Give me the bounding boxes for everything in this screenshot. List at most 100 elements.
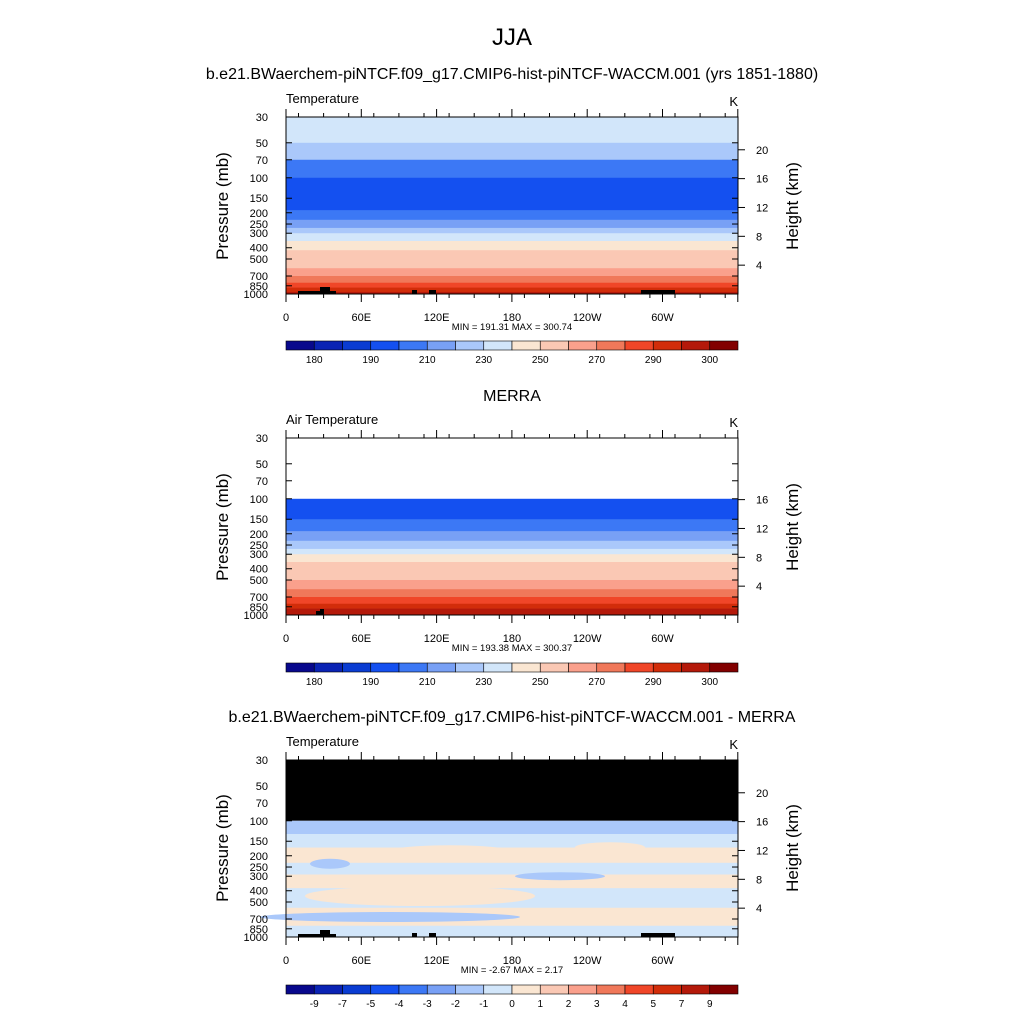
- terrain-mask: [429, 290, 436, 294]
- colorbar-swatch: [285, 984, 315, 995]
- colorbar-label: 230: [475, 677, 492, 688]
- height-tick-label: 16: [756, 174, 768, 186]
- y-tick-label: 1000: [244, 932, 268, 944]
- colorbar-label: 3: [594, 999, 600, 1010]
- y-tick-label: 500: [250, 897, 268, 909]
- colorbar-swatch: [483, 984, 513, 995]
- colorbar-swatch: [285, 340, 315, 351]
- colorbar-swatch: [568, 340, 598, 351]
- contour-band: [286, 925, 738, 938]
- contour-band: [286, 874, 738, 889]
- panel-model-plot: 3050701001502002503004005007008501000481…: [244, 109, 768, 324]
- colorbar-swatch: [568, 662, 598, 673]
- contour-blob: [515, 872, 605, 881]
- panel-obs: MERRA Air Temperature K 3050701001502002…: [213, 388, 802, 688]
- x-tick-label: 60E: [352, 633, 372, 645]
- colorbar-label: -3: [423, 999, 432, 1010]
- colorbar-label: 4: [622, 999, 628, 1010]
- colorbar-swatch: [342, 662, 372, 673]
- colorbar-swatch: [398, 662, 428, 673]
- panel-model-stats: MIN = 191.31 MAX = 300.74: [452, 322, 572, 333]
- colorbar-swatch: [455, 984, 485, 995]
- y-tick-label: 400: [250, 564, 268, 576]
- colorbar-swatch: [511, 662, 541, 673]
- height-tick-label: 8: [756, 231, 762, 243]
- colorbar-label: -4: [395, 999, 404, 1010]
- panel-model-units: K: [729, 94, 738, 109]
- missing-data-region: [286, 760, 738, 821]
- contour-band: [286, 580, 738, 590]
- contour-band: [286, 259, 738, 269]
- contour-band: [286, 117, 738, 144]
- colorbar-label: 2: [566, 999, 572, 1010]
- colorbar-label: -1: [479, 999, 488, 1010]
- colorbar-swatch: [624, 340, 654, 351]
- colorbar-swatch: [681, 984, 711, 995]
- y-tick-label: 100: [250, 494, 268, 506]
- colorbar-swatch: [313, 340, 343, 351]
- colorbar-swatch: [652, 662, 682, 673]
- height-tick-label: 20: [756, 788, 768, 800]
- colorbar-label: 180: [306, 677, 323, 688]
- y-tick-label: 250: [250, 540, 268, 552]
- colorbar-swatch: [511, 984, 541, 995]
- contour-band: [286, 210, 738, 221]
- contour-band: [286, 571, 738, 581]
- colorbar-label: 1: [537, 999, 543, 1010]
- contour-band: [286, 142, 738, 161]
- panel-obs-colorbar: 180 190 210 230 250 270 290 300: [285, 662, 739, 688]
- y-tick-label: 150: [250, 836, 268, 848]
- x-tick-label: 60W: [651, 312, 674, 324]
- contour-band: [286, 227, 738, 234]
- colorbar-swatch: [709, 984, 739, 995]
- colorbar-swatch: [652, 340, 682, 351]
- colorbar-label: 230: [475, 355, 492, 366]
- colorbar-swatch: [370, 984, 400, 995]
- height-tick-label: 4: [756, 903, 762, 915]
- terrain-mask: [429, 933, 436, 937]
- terrain-mask: [320, 609, 324, 615]
- height-tick-label: 12: [756, 202, 768, 214]
- colorbar-swatch: [539, 340, 569, 351]
- y-tick-label: 700: [250, 271, 268, 283]
- contour-band: [286, 847, 738, 864]
- x-tick-label: 60W: [651, 633, 674, 645]
- x-tick-label: 0: [283, 312, 289, 324]
- colorbar-swatch: [652, 984, 682, 995]
- terrain-mask: [412, 933, 417, 937]
- colorbar-label: -5: [366, 999, 375, 1010]
- contour-band: [286, 241, 738, 251]
- x-tick-label: 120E: [424, 633, 450, 645]
- colorbar-swatch: [342, 984, 372, 995]
- panel-diff-stats: MIN = -2.67 MAX = 2.17: [461, 965, 563, 976]
- y-tick-label: 70: [256, 476, 268, 488]
- x-tick-label: 60W: [651, 955, 674, 967]
- panel-model: b.e21.BWaerchem-piNTCF.f09_g17.CMIP6-his…: [206, 66, 818, 366]
- y-tick-label: 200: [250, 529, 268, 541]
- colorbar-swatch: [455, 340, 485, 351]
- colorbar-swatch: [568, 984, 598, 995]
- colorbar-swatch: [483, 340, 513, 351]
- x-tick-label: 180: [503, 312, 521, 324]
- contour-band: [286, 519, 738, 532]
- contour-band: [286, 250, 738, 260]
- height-tick-label: 8: [756, 874, 762, 886]
- colorbar-label: 180: [306, 355, 323, 366]
- colorbar-swatch: [596, 340, 626, 351]
- contour-band: [286, 548, 738, 555]
- y-tick-label: 850: [250, 924, 268, 936]
- contour-band: [286, 589, 738, 598]
- colorbar-swatch: [370, 662, 400, 673]
- y-tick-label: 1000: [244, 289, 268, 301]
- terrain-mask: [320, 287, 330, 294]
- y-tick-label: 50: [256, 781, 268, 793]
- colorbar-swatch: [398, 984, 428, 995]
- terrain-mask: [320, 930, 330, 937]
- y-tick-label: 300: [250, 549, 268, 561]
- y-tick-label: 400: [250, 243, 268, 255]
- terrain-mask: [298, 291, 336, 294]
- contour-band: [286, 596, 738, 605]
- contour-band: [286, 498, 738, 520]
- panel-model-case-title: b.e21.BWaerchem-piNTCF.f09_g17.CMIP6-his…: [206, 66, 818, 83]
- colorbar-swatch: [426, 340, 456, 351]
